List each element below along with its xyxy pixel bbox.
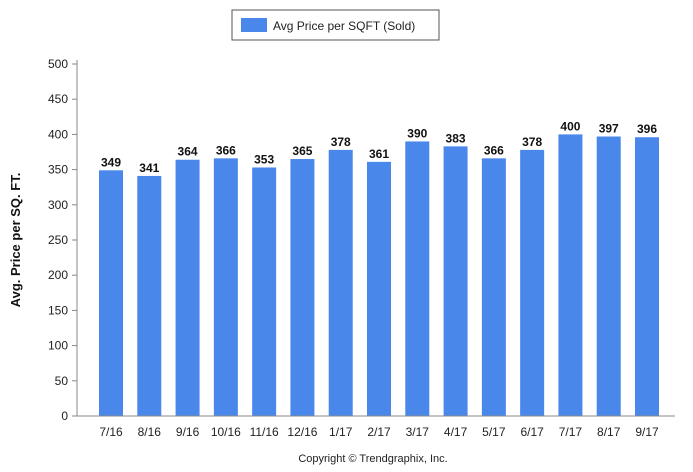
bar-7-16	[99, 170, 123, 416]
data-label: 366	[484, 143, 504, 157]
x-tick-label: 10/16	[211, 425, 241, 439]
y-tick-label: 250	[48, 233, 68, 247]
data-label: 378	[331, 135, 351, 149]
x-tick-label: 9/17	[635, 425, 659, 439]
data-label: 349	[101, 155, 121, 169]
y-axis: 0 50 100 150 200 250 300 350 400 450 500	[48, 57, 77, 423]
data-label: 378	[522, 135, 542, 149]
y-tick-label: 200	[48, 268, 68, 282]
x-tick-label: 5/17	[482, 425, 506, 439]
x-tick-label: 1/17	[329, 425, 353, 439]
data-label: 400	[560, 119, 580, 133]
bar-10-16	[213, 158, 238, 416]
y-tick-label: 150	[48, 303, 68, 317]
bar-7-17	[558, 134, 583, 416]
bar-9-17	[635, 137, 659, 416]
legend-label: Avg Price per SQFT (Sold)	[273, 19, 415, 33]
x-tick-label: 3/17	[406, 425, 430, 439]
data-label: 383	[446, 131, 466, 145]
x-tick-label: 12/16	[287, 425, 317, 439]
y-tick-label: 100	[48, 339, 68, 353]
data-label: 341	[139, 161, 159, 175]
data-label: 353	[254, 152, 274, 166]
data-label: 390	[407, 126, 427, 140]
x-tick-label: 11/16	[250, 425, 279, 439]
y-tick-label: 450	[48, 92, 68, 106]
x-tick-label: 8/16	[138, 425, 162, 439]
x-tick-label: 4/17	[444, 425, 468, 439]
x-tick-label: 7/17	[559, 425, 583, 439]
data-label: 365	[292, 144, 312, 158]
bar-8-16	[137, 175, 162, 416]
x-tick-label: 2/17	[367, 425, 391, 439]
bar-2-17	[367, 161, 391, 416]
y-tick-label: 350	[48, 163, 68, 177]
bar-1-17	[328, 149, 353, 416]
legend-swatch	[241, 18, 267, 32]
x-tick-label: 7/16	[99, 425, 123, 439]
y-tick-label: 400	[48, 127, 68, 141]
y-tick-label: 50	[55, 374, 69, 388]
x-tick-label: 6/17	[520, 425, 544, 439]
data-label: 366	[216, 143, 236, 157]
bar-9-16	[175, 159, 200, 416]
bar-5-17	[481, 158, 506, 416]
bar-12-16	[290, 159, 315, 417]
copyright-note: Copyright © Trendgraphix, Inc.	[298, 453, 447, 465]
data-label: 361	[369, 147, 389, 161]
bar-11-16	[252, 167, 277, 416]
y-tick-label: 300	[48, 198, 68, 212]
legend: Avg Price per SQFT (Sold)	[231, 9, 440, 41]
bar-4-17	[443, 146, 468, 417]
bar-3-17	[405, 141, 430, 416]
y-tick-label: 500	[48, 57, 68, 71]
bar-8-17	[596, 136, 621, 416]
y-axis-label: Avg. Price per SQ. FT.	[8, 173, 23, 308]
x-tick-label: 9/16	[176, 425, 200, 439]
x-axis: 7/16 8/16 9/16 10/16 11/16 12/16 1/17 2/17 3/17 4…	[99, 425, 659, 439]
data-label: 397	[599, 122, 619, 136]
bar-6-17	[520, 149, 545, 416]
data-label: 364	[178, 145, 198, 159]
x-tick-label: 8/17	[597, 425, 621, 439]
y-tick-label: 0	[61, 409, 68, 423]
data-label: 396	[637, 122, 657, 136]
bars: 349 341 364 366 353 365 378 361 390 383 366 378 400 3…	[99, 119, 659, 417]
